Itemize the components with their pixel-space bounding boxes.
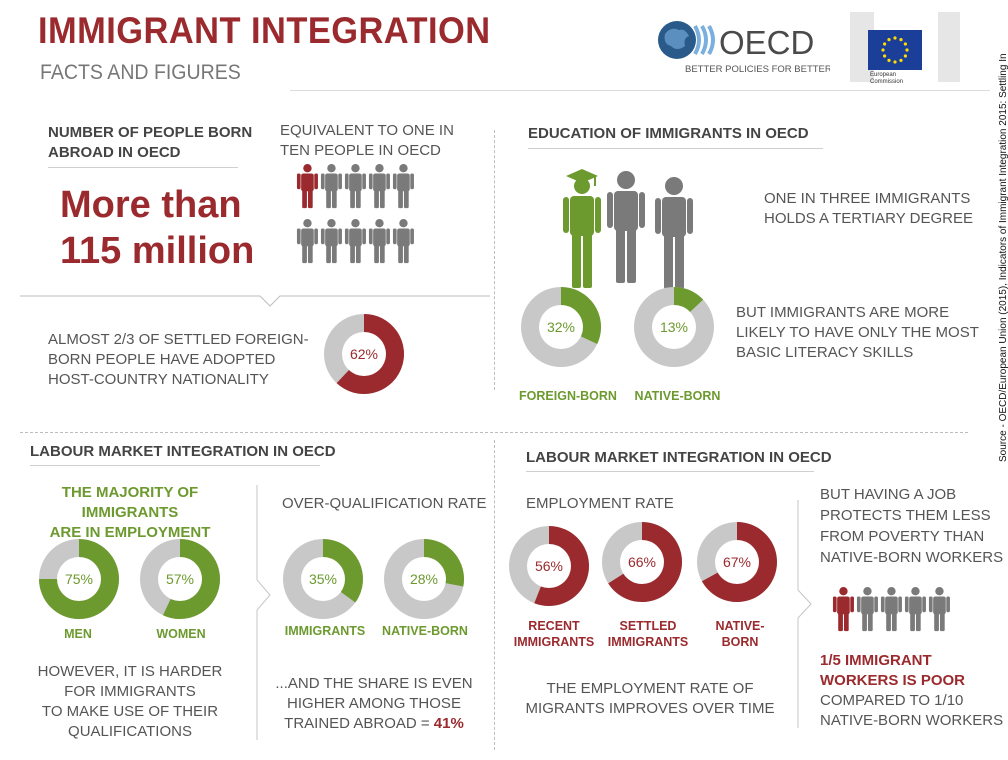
donut-hole <box>402 557 446 601</box>
harder-text: HOWEVER, IT IS HARDER FOR IMMIGRANTS TO M… <box>37 663 223 740</box>
donut-hole <box>527 544 571 588</box>
person-icon <box>928 587 950 632</box>
donut-hole <box>539 305 583 349</box>
donut-hole <box>620 540 664 584</box>
donut-label: 57% <box>166 571 194 587</box>
labour-left-heading: LABOUR MARKET INTEGRATION IN OECD <box>30 443 336 460</box>
men-label: MEN <box>64 627 92 641</box>
job-text: BUT HAVING A JOB PROTECTS THEM LESS FROM … <box>820 486 1004 566</box>
person-icon <box>368 219 390 264</box>
donut-hole <box>158 557 202 601</box>
donut-label: 13% <box>660 319 688 335</box>
native-born-employment-donut: 67% <box>697 522 777 602</box>
person-icon <box>320 219 342 264</box>
improves-text: THE EMPLOYMENT RATE OF MIGRANTS IMPROVES … <box>525 680 775 717</box>
immigrants-overqual-donut: 35% <box>283 539 363 619</box>
eu-flag-icon <box>868 30 922 70</box>
men-employment-donut: 75% <box>39 539 119 619</box>
donut-label: 66% <box>628 554 656 570</box>
person-icon <box>344 164 366 209</box>
foreign-born-label: FOREIGN-BORN <box>519 389 617 403</box>
header-divider <box>290 90 990 91</box>
one-in-ten-pictogram <box>296 164 414 264</box>
chevron-divider <box>797 500 812 728</box>
person-icon <box>655 177 693 289</box>
people-count: More than 115 million <box>60 184 255 272</box>
oecd-tagline: BETTER POLICIES FOR BETTER LIVES <box>685 64 830 75</box>
donut-label: 67% <box>723 554 751 570</box>
donut-label: 56% <box>535 558 563 574</box>
immigrants-label: IMMIGRANTS <box>284 624 366 638</box>
svg-text:European: European <box>870 72 896 78</box>
oecd-logo: OECD BETTER POLICIES FOR BETTER LIVES <box>658 21 830 75</box>
labour-right-heading: LABOUR MARKET INTEGRATION IN OECD <box>526 449 832 466</box>
person-icon <box>607 171 645 283</box>
page-subtitle: FACTS AND FIGURES <box>40 61 241 84</box>
donut-hole <box>342 332 386 376</box>
recent-immigrants-donut: 56% <box>509 526 589 606</box>
person-icon <box>320 164 342 209</box>
source-note: Source - OECD/European Union (2015), Ind… <box>998 53 1008 462</box>
donut-hole <box>301 557 345 601</box>
oecd-name: OECD <box>719 24 814 61</box>
person-icon <box>344 219 366 264</box>
people-heading: NUMBER OF PEOPLE BORN ABROAD IN OECD <box>48 124 253 161</box>
donut-label: 62% <box>350 346 378 362</box>
person-icon <box>368 164 390 209</box>
nationality-text: ALMOST 2/3 OF SETTLED FOREIGN- BORN PEOPL… <box>48 331 309 388</box>
education-figures <box>563 169 645 288</box>
person-icon <box>296 219 318 264</box>
share-text: ...AND THE SHARE IS EVEN HIGHER AMONG THO… <box>275 675 473 732</box>
equivalent-text: EQUIVALENT TO ONE IN TEN PEOPLE IN OECD <box>280 122 454 159</box>
donut-label: 32% <box>547 319 575 335</box>
svg-text:Commission: Commission <box>870 79 903 85</box>
page-title: IMMIGRANT INTEGRATION <box>38 10 491 51</box>
person-icon <box>904 587 926 632</box>
women-employment-donut: 57% <box>140 539 220 619</box>
tertiary-text: ONE IN THREE IMMIGRANTS HOLDS A TERTIARY … <box>764 190 973 227</box>
native-born-tertiary-donut: 13% <box>634 287 714 367</box>
european-commission-logo: European Commission <box>848 10 963 85</box>
native-born-label: NATIVE-BORN <box>634 389 721 403</box>
women-label: WOMEN <box>156 627 206 641</box>
foreign-born-tertiary-donut: 32% <box>521 287 601 367</box>
donut-label: 35% <box>309 571 337 587</box>
person-icon <box>392 164 414 209</box>
literacy-text: BUT IMMIGRANTS ARE MORE LIKELY TO HAVE ON… <box>736 304 979 361</box>
native-born-overqual-label: NATIVE-BORN <box>382 624 468 638</box>
person-icon <box>392 219 414 264</box>
recent-immigrants-label: RECENT IMMIGRANTS <box>513 619 595 649</box>
majority-text: THE MAJORITY OF IMMIGRANTS ARE IN EMPLOYM… <box>49 484 211 541</box>
one-in-five-pictogram <box>832 587 950 632</box>
settled-immigrants-label: SETTLED IMMIGRANTS <box>607 619 689 649</box>
donut-hole <box>715 540 759 584</box>
donut-label: 75% <box>65 571 93 587</box>
section-divider-notch <box>20 295 490 307</box>
education-heading: EDUCATION OF IMMIGRANTS IN OECD <box>528 125 809 142</box>
share-value: 41% <box>433 715 464 732</box>
person-icon <box>880 587 902 632</box>
employment-rate-heading: EMPLOYMENT RATE <box>526 495 674 512</box>
donut-hole <box>57 557 101 601</box>
person-icon <box>856 587 878 632</box>
person-icon <box>832 587 854 632</box>
native-born-employment-label: NATIVE-BORN <box>715 619 765 649</box>
nationality-donut: 62% <box>324 314 404 394</box>
person-icon <box>296 164 318 209</box>
native-born-overqual-donut: 28% <box>384 539 464 619</box>
donut-hole <box>652 305 696 349</box>
graduate-icon <box>563 169 601 288</box>
settled-immigrants-donut: 66% <box>602 522 682 602</box>
overqualification-heading: OVER-QUALIFICATION RATE <box>282 495 487 512</box>
donut-label: 28% <box>410 571 438 587</box>
chevron-divider <box>256 485 271 740</box>
poverty-text: 1/5 IMMIGRANT WORKERS IS POOR COMPARED T… <box>820 652 1004 729</box>
